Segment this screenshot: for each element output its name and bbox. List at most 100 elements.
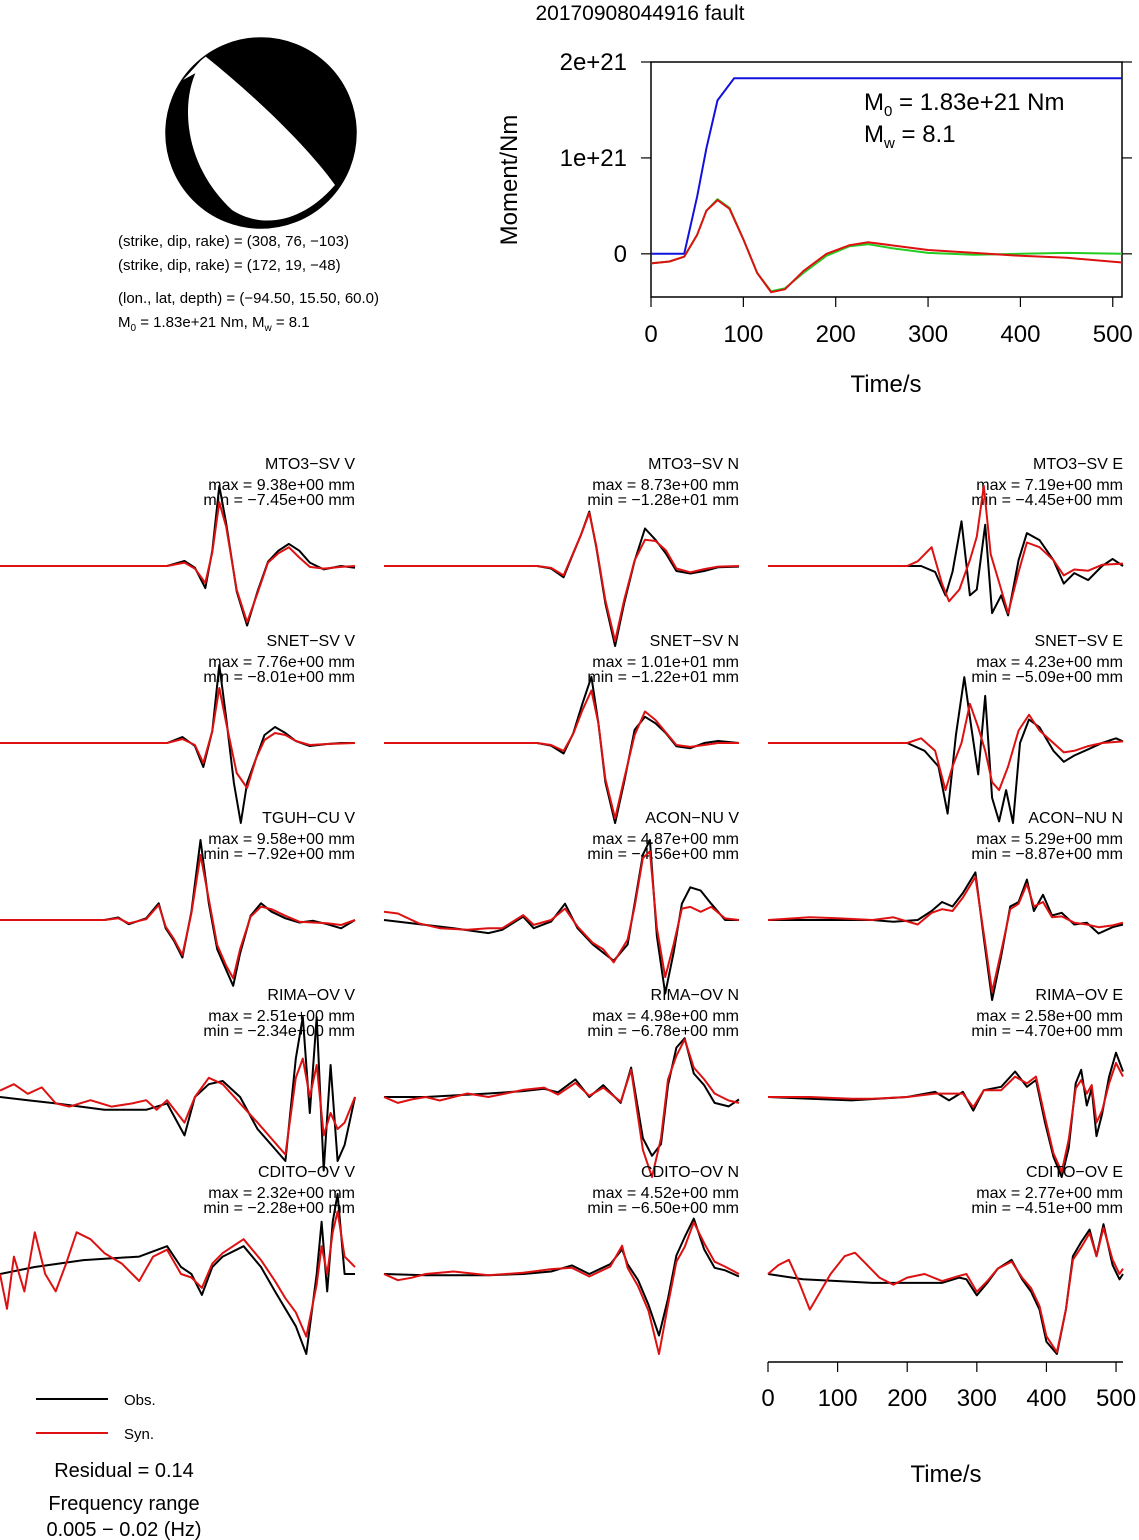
trace-observed-line [384, 1037, 740, 1157]
trace-min-label: min = −6.78e+00 mm [587, 1023, 739, 1040]
trace-min-label: min = −4.51e+00 mm [971, 1200, 1123, 1217]
trace-max-label: max = 4.98e+00 mm [592, 1008, 739, 1025]
frequency-range-value: 0.005 − 0.02 (Hz) [46, 1519, 201, 1540]
trace-min-label: min = −1.28e+01 mm [587, 492, 739, 509]
trace-min-label: min = −6.50e+00 mm [587, 1200, 739, 1217]
trace-observed-line [384, 510, 740, 647]
trace-station-label: CDITO−OV N [641, 1164, 739, 1181]
trace-min-label: min = −4.56e+00 mm [587, 846, 739, 863]
trace-station-label: RIMA−OV V [267, 987, 355, 1004]
trace-station-label: ACON−NU N [1028, 810, 1123, 827]
trace-min-label: min = −2.28e+00 mm [203, 1200, 355, 1217]
moment-x-tick-label: 0 [644, 321, 657, 348]
beachball-dilatational-sliver [183, 56, 212, 80]
trace-station-label: MTO3−SV E [1033, 456, 1123, 473]
trace-station-label: CDITO−OV V [258, 1164, 355, 1181]
trace-max-label: max = 2.51e+00 mm [208, 1008, 355, 1025]
waveform-x-tick-label: 500 [1096, 1385, 1136, 1412]
frequency-range-title: Frequency range [48, 1493, 199, 1515]
trace-max-label: max = 2.58e+00 mm [976, 1008, 1123, 1025]
moment-y-tick-label: 0 [614, 241, 627, 268]
trace-station-label: SNET−SV E [1035, 633, 1123, 650]
beachball-mechanism [165, 37, 357, 229]
trace-synthetic-line [0, 854, 356, 980]
legend-syn-label: Syn. [124, 1426, 154, 1443]
trace-max-label: max = 1.01e+01 mm [592, 654, 739, 671]
trace-synthetic-line [0, 501, 356, 624]
nodal-plane-1: (strike, dip, rake) = (308, 76, −103) [118, 233, 349, 250]
trace-min-label: min = −2.34e+00 mm [203, 1023, 355, 1040]
trace-observed-line [767, 1051, 1124, 1178]
moment-x-tick-label: 200 [816, 321, 856, 348]
moment-summary: M0 = 1.83e+21 Nm, Mw = 8.1 [118, 314, 310, 334]
trace-station-label: RIMA−OV N [651, 987, 739, 1004]
trace-min-label: min = −7.92e+00 mm [203, 846, 355, 863]
moment-x-axis-label: Time/s [850, 371, 921, 398]
waveform-x-axis-label: Time/s [910, 1461, 981, 1488]
trace-observed-line [0, 1193, 355, 1355]
trace-min-label: min = −4.45e+00 mm [971, 492, 1123, 509]
trace-synthetic-line [0, 687, 356, 789]
trace-synthetic-line [767, 875, 1124, 993]
waveform-x-tick-label: 400 [1026, 1385, 1066, 1412]
trace-synthetic-line [383, 1221, 740, 1355]
panel-mw: Mw = 8.1 [864, 121, 956, 152]
trace-max-label: max = 7.19e+00 mm [976, 477, 1123, 494]
trace-max-label: max = 7.76e+00 mm [208, 654, 355, 671]
trace-max-label: max = 4.23e+00 mm [976, 654, 1123, 671]
moment-x-tick-label: 500 [1093, 321, 1133, 348]
trace-synthetic-line [768, 1062, 1124, 1173]
residual-text: Residual = 0.14 [54, 1460, 194, 1482]
trace-station-label: ACON−NU V [645, 810, 739, 827]
trace-synthetic-line [0, 1057, 356, 1156]
trace-observed-line [0, 1016, 356, 1172]
trace-max-label: max = 5.29e+00 mm [976, 831, 1123, 848]
moment-x-tick-label: 300 [908, 321, 948, 348]
moment-series-line-0 [651, 77, 1122, 255]
trace-observed-line [768, 520, 1124, 617]
panel-m0: M0 = 1.83e+21 Nm [864, 89, 1064, 120]
trace-max-label: max = 4.52e+00 mm [592, 1185, 739, 1202]
trace-max-label: max = 9.38e+00 mm [208, 477, 355, 494]
trace-max-label: max = 8.73e+00 mm [592, 477, 739, 494]
trace-synthetic-line [0, 1210, 356, 1338]
trace-synthetic-line [384, 511, 740, 642]
trace-min-label: min = −4.70e+00 mm [971, 1023, 1123, 1040]
trace-synthetic-line [383, 1038, 740, 1178]
nodal-plane-2: (strike, dip, rake) = (172, 19, −48) [118, 257, 341, 274]
trace-station-label: RIMA−OV E [1035, 987, 1123, 1004]
waveform-x-tick-label: 300 [957, 1385, 997, 1412]
trace-observed-line [383, 1217, 740, 1337]
moment-y-tick-label: 2e+21 [560, 49, 627, 76]
trace-station-label: TGUH−CU V [262, 810, 355, 827]
trace-observed-line [383, 839, 739, 995]
trace-min-label: min = −8.01e+00 mm [203, 669, 355, 686]
trace-station-label: MTO3−SV N [648, 456, 739, 473]
trace-max-label: max = 2.77e+00 mm [976, 1185, 1123, 1202]
moment-rate-panel: 0 100 200 300 400 500 0 1e+21 2e+21 [560, 49, 1133, 348]
trace-synthetic-line [768, 702, 1124, 792]
trace-station-label: CDITO−OV E [1026, 1164, 1123, 1181]
trace-max-label: max = 4.87e+00 mm [592, 831, 739, 848]
trace-synthetic-line [767, 1226, 1124, 1354]
moment-x-tick-label: 100 [723, 321, 763, 348]
moment-series-line-2 [650, 199, 1123, 294]
trace-synthetic-line [768, 485, 1124, 615]
source-location: (lon., lat, depth) = (−94.50, 15.50, 60.… [118, 290, 379, 307]
trace-station-label: MTO3−SV V [265, 456, 355, 473]
beachball-dilatational [188, 56, 335, 221]
trace-station-label: SNET−SV V [267, 633, 356, 650]
